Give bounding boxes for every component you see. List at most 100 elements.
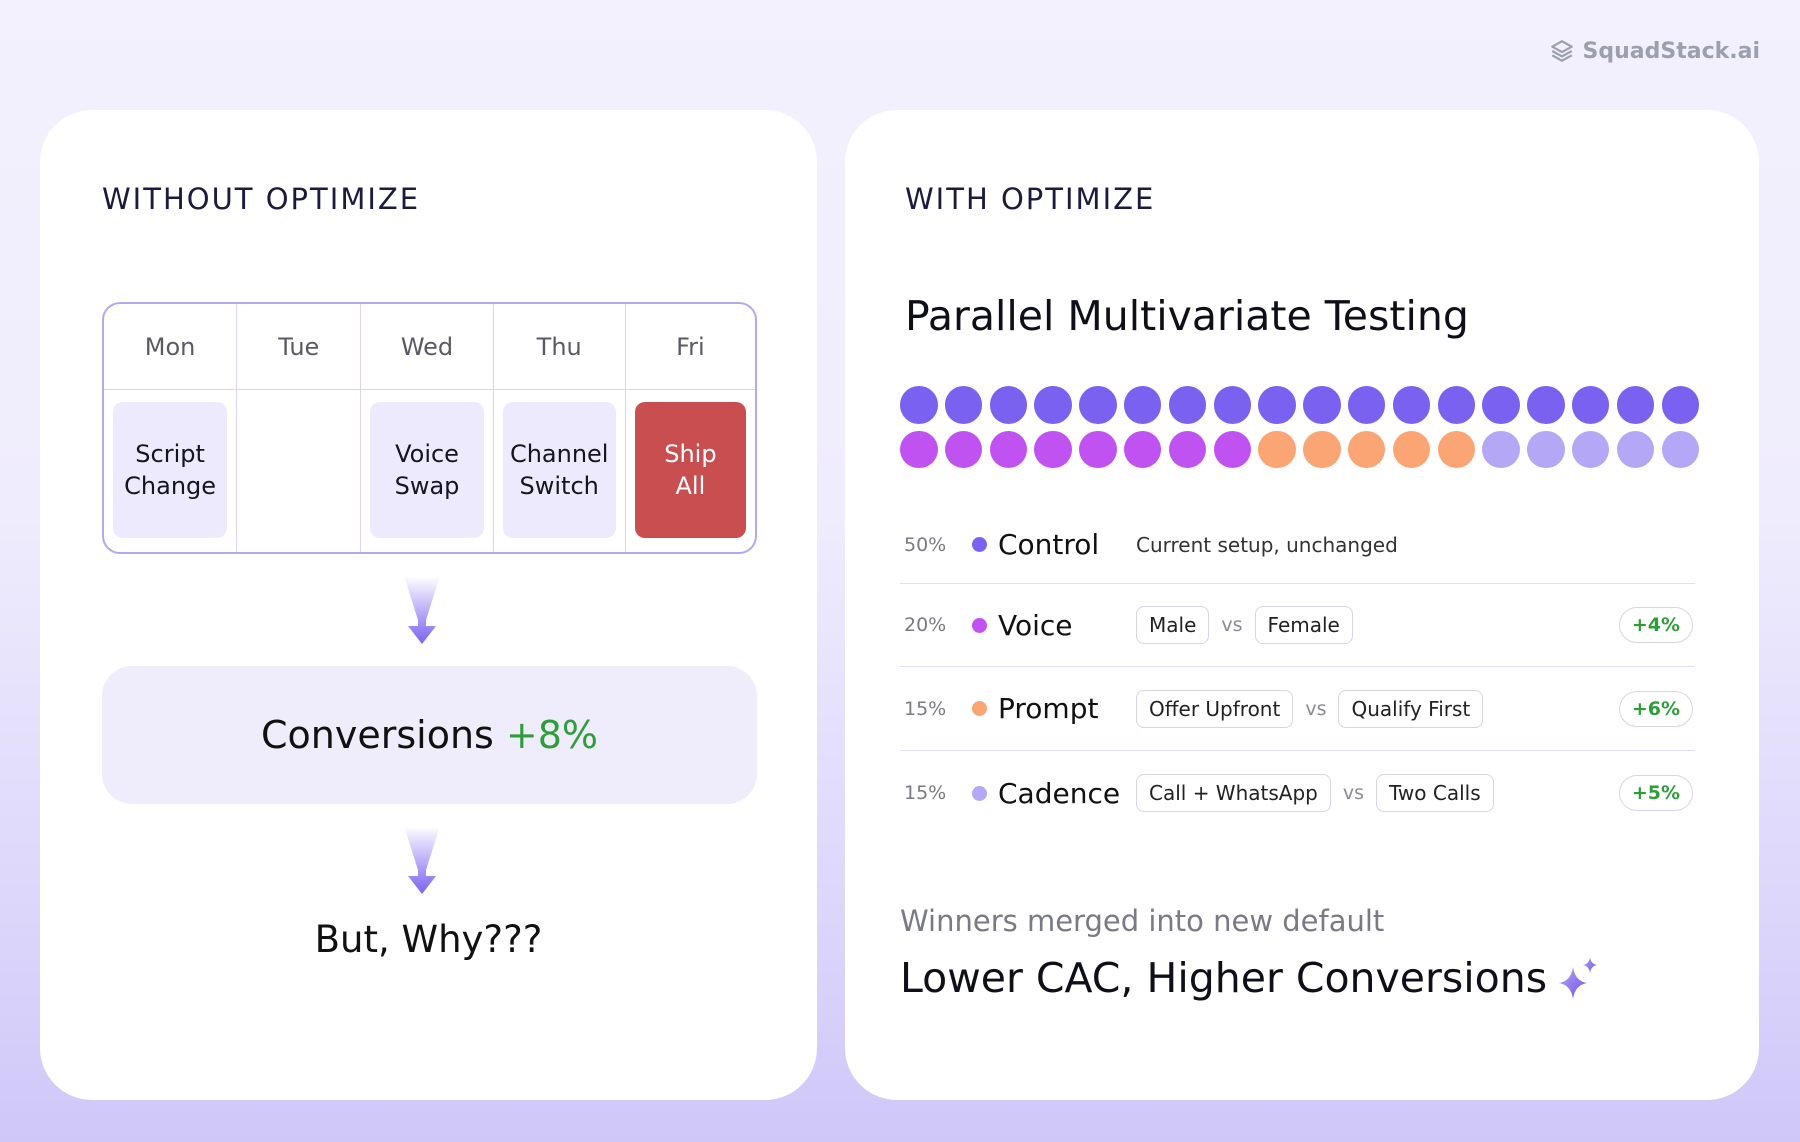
day-column-tue: Tue — [237, 304, 362, 552]
variant-percent: 15% — [904, 697, 947, 720]
brand-name: SquadStack.ai — [1582, 38, 1760, 64]
vs-label: vs — [1342, 782, 1365, 804]
task-card: Channel Switch — [502, 402, 616, 538]
allocation-dot — [989, 386, 1028, 424]
down-arrow-icon — [404, 576, 440, 644]
without-optimize-card: WITHOUT OPTIMIZE Mon Script Change Tue W… — [40, 110, 817, 1100]
allocation-dot — [1482, 430, 1520, 468]
card-heading: WITH OPTIMIZE — [905, 182, 1156, 216]
option-b-chip: Qualify First — [1338, 689, 1484, 728]
allocation-dot — [1258, 430, 1296, 468]
allocation-dot — [1213, 386, 1252, 424]
allocation-dot — [1303, 386, 1341, 424]
variant-name: Cadence — [998, 776, 1121, 810]
allocation-dot — [1258, 386, 1296, 424]
variant-row-control: 50% Control Current setup, unchanged — [900, 506, 1695, 584]
allocation-dot — [944, 430, 983, 468]
option-b-chip: Two Calls — [1376, 774, 1494, 812]
variant-name: Prompt — [998, 692, 1099, 725]
option-a-chip: Call + WhatsApp — [1136, 774, 1331, 812]
variant-percent: 50% — [904, 533, 947, 556]
vs-label: vs — [1221, 614, 1243, 636]
option-a-chip: Male — [1136, 606, 1210, 644]
allocation-dot — [989, 430, 1028, 468]
day-label: Fri — [625, 304, 755, 390]
down-arrow-icon — [404, 826, 440, 894]
variant-row-prompt: 15% Prompt Offer Upfront vs Qualify Firs… — [900, 667, 1695, 751]
card-heading: WITHOUT OPTIMIZE — [102, 182, 421, 216]
winners-note: Winners merged into new default — [900, 904, 1385, 938]
allocation-dot — [1034, 386, 1072, 424]
allocation-dot — [1079, 430, 1117, 468]
allocation-dot — [1482, 386, 1520, 424]
conversions-delta: +8% — [505, 713, 598, 757]
variant-color-dot — [972, 617, 987, 633]
allocation-dot — [1527, 430, 1565, 468]
variant-percent: 15% — [904, 782, 947, 804]
result-headline: Lower CAC, Higher Conversions — [900, 954, 1601, 1002]
allocation-dot — [1616, 430, 1655, 468]
day-column-wed: Wed Voice Swap — [361, 304, 494, 552]
allocation-dot — [1034, 430, 1072, 468]
allocation-dot — [1303, 430, 1341, 468]
variant-description: Current setup, unchanged — [1136, 532, 1398, 557]
dot-row — [900, 386, 1700, 424]
lift-badge: +6% — [1618, 690, 1693, 727]
day-label: Mon — [104, 304, 237, 390]
variant-list: 50% Control Current setup, unchanged 20%… — [900, 506, 1695, 835]
lift-badge: +5% — [1618, 775, 1693, 811]
allocation-dot — [1571, 386, 1610, 424]
stack-layers-icon — [1550, 40, 1573, 62]
why-question: But, Why??? — [314, 918, 543, 961]
weekly-schedule: Mon Script Change Tue Wed Voice Swap Thu… — [102, 302, 757, 554]
allocation-dot — [944, 386, 983, 424]
allocation-dot — [1168, 386, 1207, 424]
task-card: Script Change — [113, 402, 228, 538]
day-column-thu: Thu Channel Switch — [493, 304, 626, 552]
variant-percent: 20% — [904, 614, 947, 636]
allocation-dot — [1571, 430, 1610, 468]
lift-badge: +4% — [1618, 607, 1693, 643]
day-label: Wed — [361, 304, 493, 390]
allocation-dot — [1392, 386, 1431, 424]
option-a-chip: Offer Upfront — [1136, 689, 1294, 728]
conversions-box: Conversions +8% — [102, 666, 757, 804]
ship-all-card: Ship All — [634, 402, 746, 538]
result-text: Lower CAC, Higher Conversions — [900, 954, 1548, 1002]
variant-name: Voice — [998, 608, 1073, 642]
variant-name: Control — [998, 528, 1100, 561]
allocation-dot — [900, 430, 938, 468]
allocation-dot — [1213, 430, 1252, 468]
brand-logo: SquadStack.ai — [1549, 38, 1760, 64]
day-label: Thu — [493, 304, 625, 390]
allocation-dot — [1347, 430, 1386, 468]
allocation-dot — [1661, 430, 1700, 468]
allocation-dot — [1168, 430, 1207, 468]
variant-color-dot — [972, 785, 987, 801]
allocation-dot — [1079, 386, 1117, 424]
allocation-dot — [1123, 386, 1162, 424]
sparkle-icon — [1559, 957, 1598, 999]
vs-label: vs — [1305, 697, 1327, 720]
allocation-dot — [1123, 430, 1162, 468]
option-b-chip: Female — [1254, 606, 1353, 644]
variant-row-voice: 20% Voice Male vs Female +4% — [900, 584, 1695, 667]
allocation-dot — [1392, 430, 1431, 468]
variant-color-dot — [972, 701, 987, 716]
allocation-dot — [1616, 386, 1655, 424]
dot-row — [900, 430, 1700, 468]
allocation-dot — [1437, 386, 1476, 424]
allocation-dot — [900, 386, 938, 424]
task-card: Voice Swap — [370, 402, 484, 538]
allocation-dot — [1437, 430, 1476, 468]
allocation-dot — [1661, 386, 1700, 424]
section-title: Parallel Multivariate Testing — [905, 292, 1469, 340]
variant-row-cadence: 15% Cadence Call + WhatsApp vs Two Calls… — [900, 751, 1695, 835]
allocation-dot-grid — [900, 386, 1700, 475]
variant-color-dot — [972, 537, 987, 552]
day-column-mon: Mon Script Change — [104, 304, 238, 552]
day-label: Tue — [237, 304, 361, 390]
day-column-fri: Fri Ship All — [625, 304, 755, 552]
allocation-dot — [1527, 386, 1565, 424]
with-optimize-card: WITH OPTIMIZE Parallel Multivariate Test… — [845, 110, 1759, 1100]
